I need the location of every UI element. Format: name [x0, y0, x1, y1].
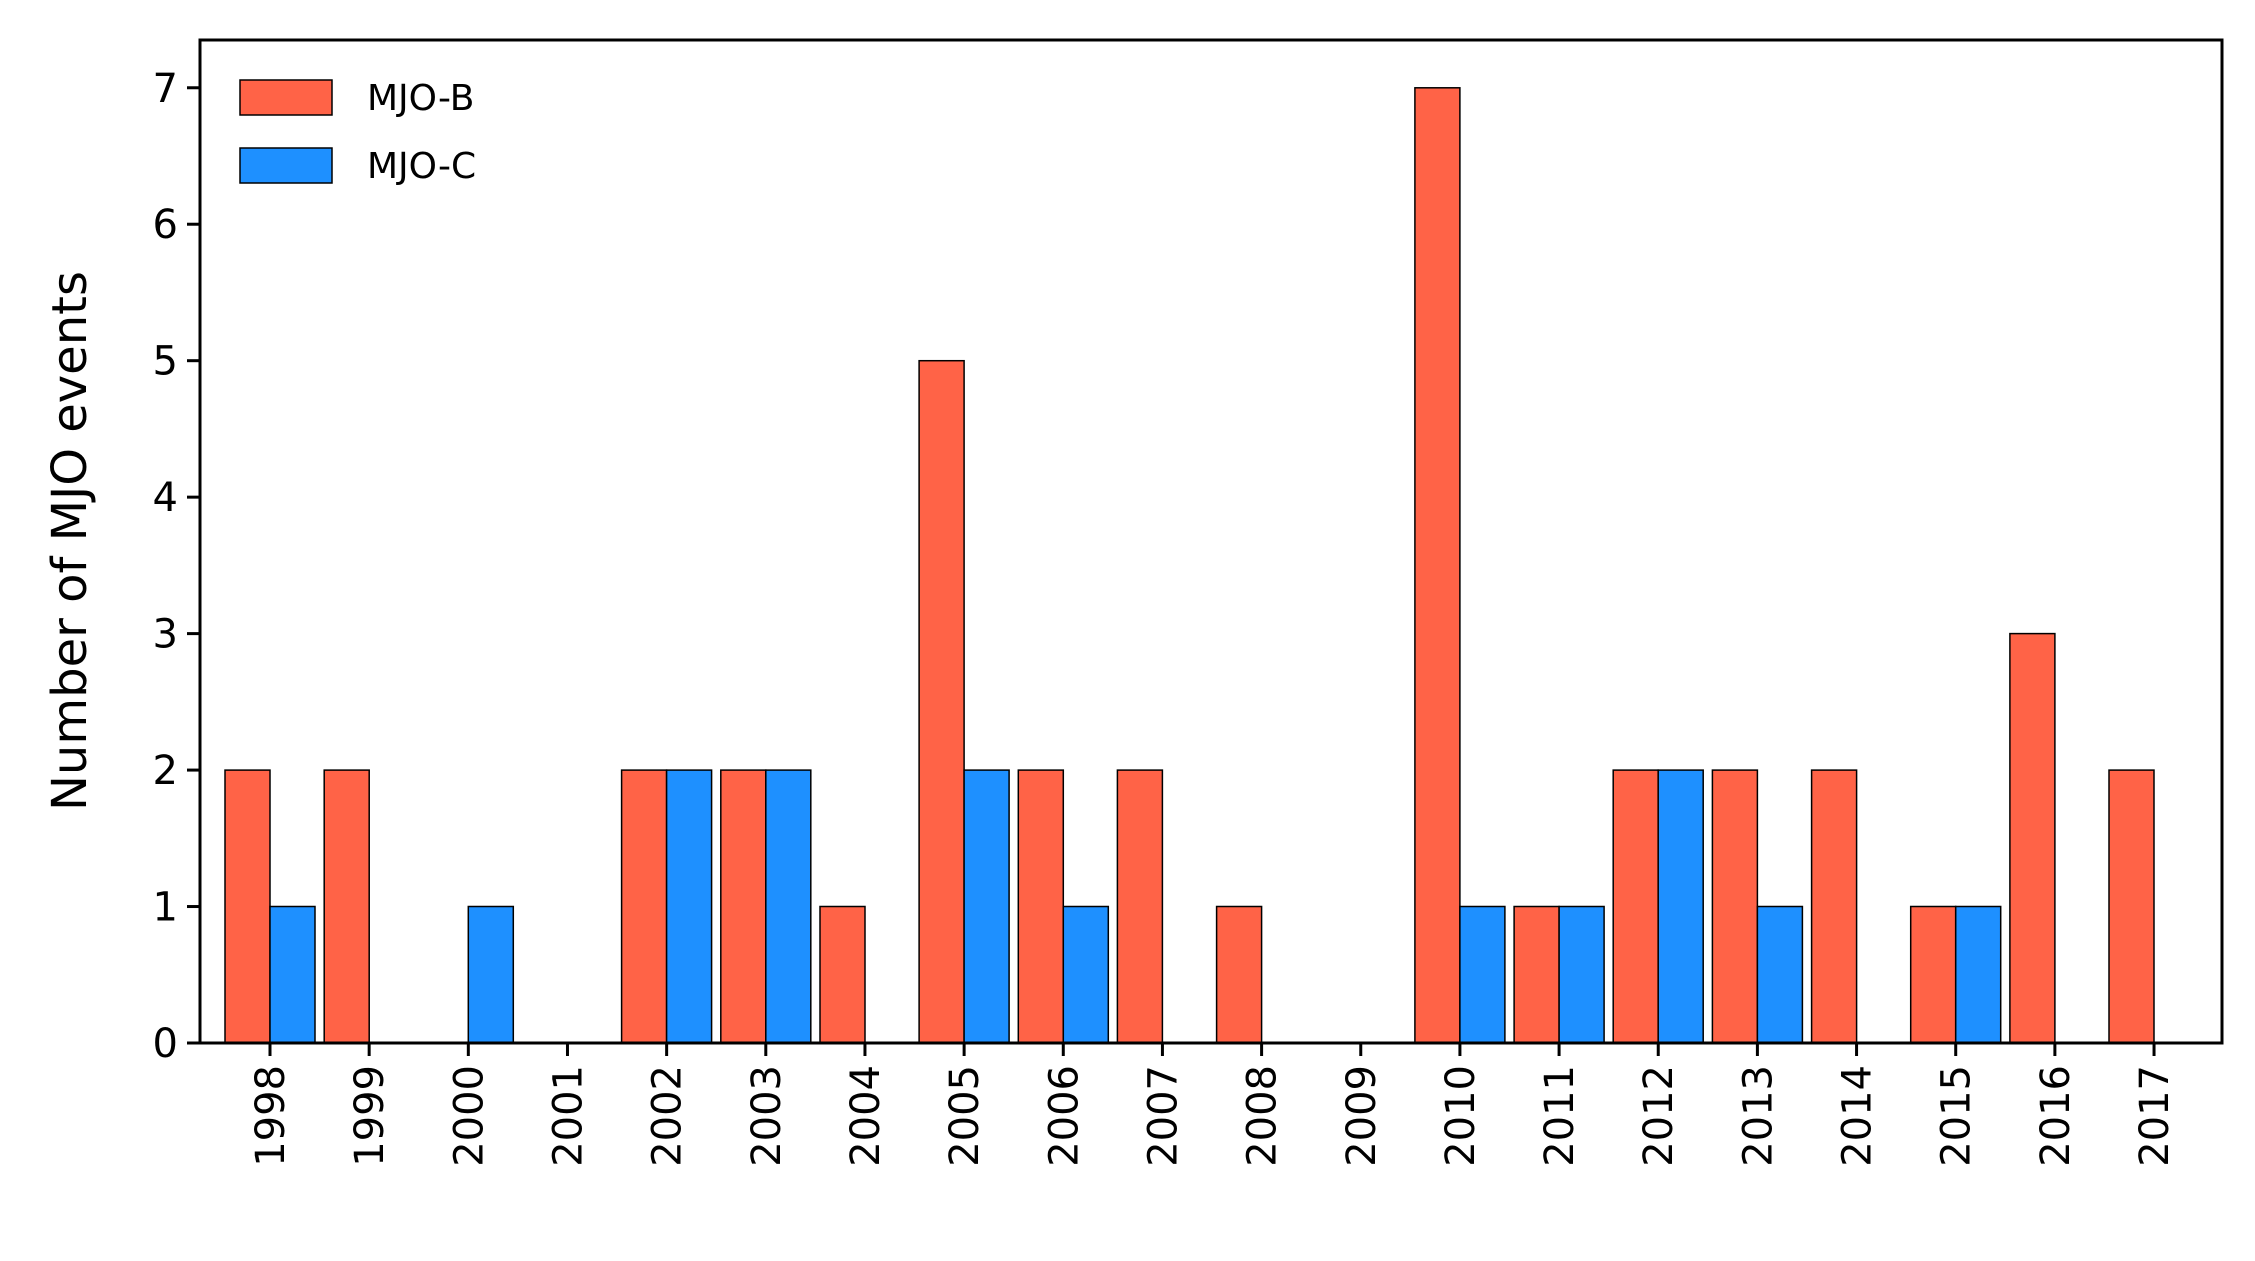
bar-mjo-b-2010	[1414, 87, 1461, 1044]
y-tick-label: 6	[153, 202, 178, 248]
bar-mjo-c-2000	[467, 905, 515, 1044]
bar-mjo-c-2011	[1558, 905, 1605, 1044]
x-axis-ticks: 1998 1999 2000 2001 2002 2003 2004 2005 2006 2007…	[248, 1043, 2178, 1167]
bar-mjo-c-2006	[1062, 905, 1110, 1044]
x-tick-label-2007: 2007	[1140, 1065, 1186, 1167]
bar-mjo-b-2015	[1909, 905, 1957, 1044]
x-tick-label-2014: 2014	[1835, 1065, 1881, 1167]
x-tick-label-2004: 2004	[843, 1065, 889, 1167]
bar-mjo-c-1998	[269, 905, 316, 1044]
x-tick-label-2013: 2013	[1735, 1065, 1781, 1167]
y-tick-label: 2	[153, 748, 178, 794]
x-tick-label-2000: 2000	[446, 1065, 492, 1167]
bar-mjo-b-2003	[720, 769, 767, 1044]
y-tick-label: 7	[153, 66, 178, 112]
bar-mjo-b-2012	[1612, 769, 1659, 1044]
bar-mjo-c-2013	[1756, 905, 1804, 1044]
y-tick-label: 0	[153, 1021, 178, 1067]
bar-mjo-c-2005	[963, 769, 1010, 1044]
x-tick-label-2011: 2011	[1537, 1065, 1583, 1167]
y-tick-label: 1	[153, 885, 178, 931]
bar-mjo-b-2006	[1017, 769, 1065, 1044]
x-tick-label-1998: 1998	[248, 1065, 294, 1167]
x-tick-label-2003: 2003	[744, 1065, 790, 1167]
legend: MJO-B MJO-C	[239, 78, 476, 187]
bar-mjo-b-2008	[1215, 905, 1263, 1044]
bar-mjo-c-2003	[765, 769, 812, 1044]
x-tick-label-2006: 2006	[1041, 1065, 1087, 1167]
bar-mjo-b-2007	[1116, 769, 1164, 1044]
x-tick-label-2001: 2001	[545, 1065, 591, 1167]
bars-layer	[224, 87, 2155, 1044]
bar-mjo-b-2013	[1711, 769, 1759, 1044]
bar-mjo-b-2005	[918, 359, 965, 1044]
bar-mjo-c-2012	[1657, 769, 1704, 1044]
y-tick-label: 3	[153, 612, 178, 658]
x-tick-label-2012: 2012	[1636, 1065, 1682, 1167]
x-tick-label-2002: 2002	[645, 1065, 691, 1167]
x-tick-label-2010: 2010	[1438, 1065, 1484, 1167]
bar-mjo-c-2015	[1954, 905, 2002, 1044]
bar-mjo-c-2010	[1459, 905, 1506, 1044]
bar-mjo-c-2002	[665, 769, 713, 1044]
legend-swatch-mjo-b	[239, 79, 333, 116]
bar-mjo-b-2011	[1513, 905, 1560, 1044]
y-axis-title: Number of MJO events	[42, 271, 98, 811]
bar-mjo-b-1998	[224, 769, 271, 1044]
bar-mjo-b-2002	[620, 769, 668, 1044]
legend-swatch-mjo-c	[239, 147, 333, 184]
plot-frame	[198, 38, 2224, 1045]
x-tick-label-2016: 2016	[2033, 1065, 2079, 1167]
bar-mjo-b-2017	[2108, 769, 2155, 1044]
y-tick-label: 4	[153, 475, 178, 521]
bar-mjo-b-2004	[819, 905, 866, 1044]
bar-mjo-b-1999	[323, 769, 370, 1044]
x-tick-label-2017: 2017	[2132, 1065, 2178, 1167]
x-tick-label-1999: 1999	[347, 1065, 393, 1167]
x-tick-label-2009: 2009	[1339, 1065, 1385, 1167]
y-axis-ticks: 0 1 2 3 4 5 6 7	[153, 66, 200, 1067]
x-tick-label-2008: 2008	[1240, 1065, 1286, 1167]
x-tick-label-2005: 2005	[942, 1065, 988, 1167]
y-tick-label: 5	[153, 339, 178, 385]
x-tick-label-2015: 2015	[1934, 1065, 1980, 1167]
bar-mjo-b-2016	[2009, 632, 2056, 1044]
legend-label-mjo-b: MJO-B	[367, 78, 474, 119]
legend-label-mjo-c: MJO-C	[367, 146, 476, 187]
bar-mjo-b-2014	[1810, 769, 1858, 1044]
